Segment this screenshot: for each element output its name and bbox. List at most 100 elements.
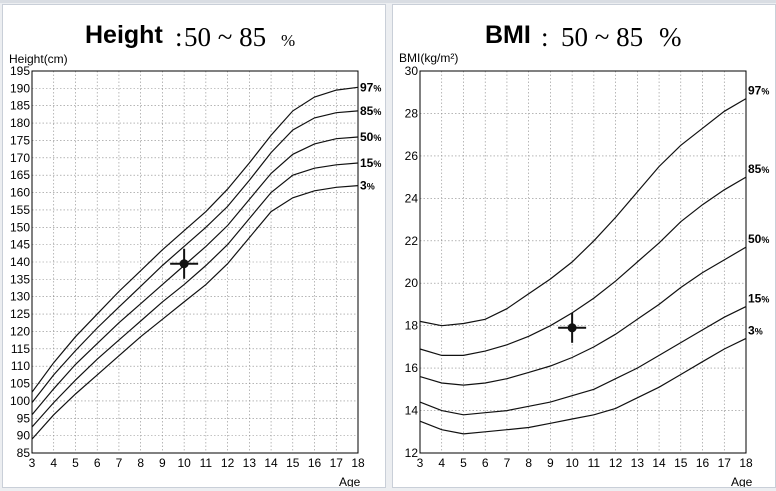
height-marker-dot xyxy=(179,259,189,269)
height-chart: Height : 50 ~ 85 % Height(cm) Age 859095… xyxy=(9,21,381,487)
height-y-tick-label: 180 xyxy=(10,116,30,130)
height-y-tick-label: 150 xyxy=(10,220,30,234)
height-y-tick-label: 85 xyxy=(17,446,31,460)
height-x-axis-label: Age xyxy=(339,475,361,487)
height-y-tick-label: 145 xyxy=(10,238,30,252)
height-series-label-percent: % xyxy=(373,133,381,143)
height-y-tick-label: 160 xyxy=(10,186,30,200)
height-x-tick-label: 13 xyxy=(243,456,257,470)
bmi-series-label-number: 97 xyxy=(748,84,762,98)
height-y-tick-label: 100 xyxy=(10,394,30,408)
height-series-97-line xyxy=(31,86,359,393)
height-y-tick-label: 170 xyxy=(10,151,30,165)
height-x-tick-label: 10 xyxy=(177,456,191,470)
height-x-tick-label: 9 xyxy=(159,456,166,470)
height-series-label-number: 3 xyxy=(360,179,367,193)
bmi-x-tick-label: 9 xyxy=(547,456,554,470)
height-y-tick-label: 135 xyxy=(10,272,30,286)
bmi-x-tick-label: 16 xyxy=(696,456,710,470)
bmi-y-tick-label: 20 xyxy=(405,276,419,290)
height-grid xyxy=(31,70,359,454)
bmi-series-label-percent: % xyxy=(761,87,769,97)
top-accent-bar xyxy=(0,0,776,3)
height-y-tick-label: 120 xyxy=(10,324,30,338)
height-series-3-label: 3% xyxy=(360,179,375,193)
bmi-plot-frame xyxy=(419,70,747,454)
bmi-series-label-number: 85 xyxy=(748,162,762,176)
height-x-tick-label: 7 xyxy=(116,456,123,470)
bmi-x-tick-label: 14 xyxy=(652,456,666,470)
height-x-tick-label: 12 xyxy=(221,456,235,470)
height-x-tick-label: 15 xyxy=(286,456,300,470)
bmi-y-tick-label: 26 xyxy=(405,149,419,163)
height-chart-title-separator: : xyxy=(175,22,183,52)
bmi-y-tick-label: 24 xyxy=(405,191,419,205)
bmi-series-label-number: 15 xyxy=(748,292,762,306)
height-series-label-number: 15 xyxy=(360,156,374,170)
bmi-x-tick-label: 12 xyxy=(609,456,623,470)
bmi-series-label-percent: % xyxy=(761,235,769,245)
bmi-series-label-percent: % xyxy=(755,326,763,336)
bmi-y-axis-label: BMI(kg/m²) xyxy=(399,51,458,65)
height-x-tick-label: 6 xyxy=(94,456,101,470)
height-y-tick-label: 130 xyxy=(10,290,30,304)
height-series-label-percent: % xyxy=(373,159,381,169)
bmi-chart-title-separator: : xyxy=(541,22,549,52)
bmi-y-tick-label: 14 xyxy=(405,404,419,418)
bmi-x-tick-label: 8 xyxy=(525,456,532,470)
height-x-tick-label: 17 xyxy=(330,456,344,470)
bmi-x-tick-label: 5 xyxy=(460,456,467,470)
height-chart-panel: Height : 50 ~ 85 % Height(cm) Age 85 90 95… xyxy=(2,4,386,488)
height-series-85-label: 85% xyxy=(360,104,381,118)
bmi-grid xyxy=(419,70,747,454)
height-y-tick-label: 125 xyxy=(10,307,30,321)
bmi-x-tick-label: 6 xyxy=(482,456,489,470)
bmi-y-tick-label: 12 xyxy=(405,446,419,460)
bmi-marker-dot xyxy=(567,323,577,333)
height-x-tick-label: 11 xyxy=(200,456,213,470)
height-series-label-number: 85 xyxy=(360,104,374,118)
bmi-marker xyxy=(558,312,587,343)
height-series-15-line xyxy=(31,162,359,428)
bmi-series-label-number: 3 xyxy=(748,323,755,337)
bmi-x-tick-label: 18 xyxy=(739,456,753,470)
bmi-x-axis-label: Age xyxy=(731,475,753,487)
bmi-series-3-line xyxy=(419,337,747,435)
bmi-series-85-line xyxy=(419,176,747,356)
height-plot-frame xyxy=(31,70,359,454)
height-series-85-line xyxy=(31,110,359,403)
height-series-label-percent: % xyxy=(373,83,381,93)
height-y-tick-label: 190 xyxy=(10,81,30,95)
height-x-tick-label: 16 xyxy=(308,456,322,470)
height-y-tick-label: 115 xyxy=(11,342,30,356)
bmi-x-tick-label: 15 xyxy=(674,456,688,470)
bmi-x-tick-label: 3 xyxy=(417,456,424,470)
height-y-tick-label: 95 xyxy=(17,411,31,425)
height-y-tick-label: 155 xyxy=(10,203,30,217)
height-chart-title: Height xyxy=(85,21,163,49)
height-x-tick-label: 14 xyxy=(264,456,278,470)
bmi-series-label-percent: % xyxy=(761,295,769,305)
bmi-y-tick-label: 16 xyxy=(405,361,419,375)
bmi-series-97-line xyxy=(419,98,747,327)
height-x-tick-label: 18 xyxy=(351,456,365,470)
height-y-tick-label: 195 xyxy=(10,64,30,78)
bmi-chart-title: BMI xyxy=(485,21,531,49)
height-x-tick-label: 4 xyxy=(50,456,57,470)
height-y-tick-label: 105 xyxy=(10,377,30,391)
bmi-y-tick-label: 22 xyxy=(405,234,419,248)
bmi-x-tick-label: 13 xyxy=(631,456,645,470)
height-series-50-line xyxy=(31,136,359,416)
height-y-tick-label: 175 xyxy=(10,133,30,147)
bmi-series-3-label: 3% xyxy=(748,323,763,337)
height-y-tick-label: 185 xyxy=(10,99,30,113)
height-chart-title-percent: % xyxy=(281,31,295,50)
bmi-chart-panel: BMI : 50 ~ 85 % BMI(kg/m²) Age 12 14 16 18 2… xyxy=(392,4,776,488)
bmi-y-tick-label: 30 xyxy=(405,64,419,78)
height-series-label-number: 50 xyxy=(360,130,374,144)
bmi-x-tick-label: 10 xyxy=(565,456,579,470)
height-y-axis-label: Height(cm) xyxy=(9,52,68,66)
bmi-series-97-label: 97% xyxy=(748,84,769,98)
height-y-tick-label: 165 xyxy=(10,168,30,182)
